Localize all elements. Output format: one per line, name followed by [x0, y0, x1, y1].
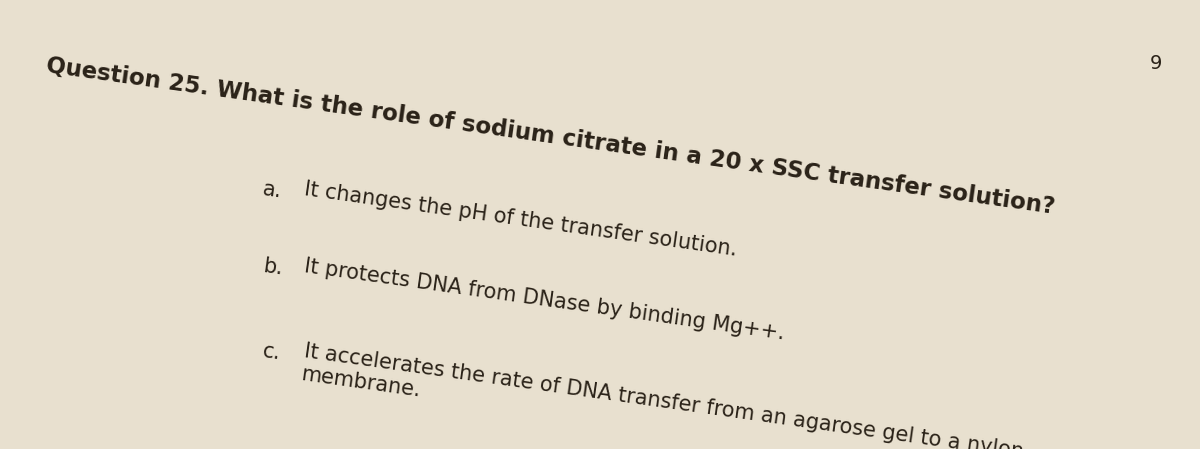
Text: a.: a.	[262, 180, 283, 202]
Text: It protects DNA from DNase by binding Mg++.: It protects DNA from DNase by binding Mg…	[304, 256, 786, 343]
Text: c.: c.	[262, 341, 282, 364]
Text: 9: 9	[1150, 54, 1162, 73]
Text: It changes the pH of the transfer solution.: It changes the pH of the transfer soluti…	[304, 180, 738, 260]
Text: It accelerates the rate of DNA transfer from an agarose gel to a nylon
membrane.: It accelerates the rate of DNA transfer …	[300, 341, 1025, 449]
Text: Question 25. What is the role of sodium citrate in a 20 x SSC transfer solution?: Question 25. What is the role of sodium …	[44, 54, 1056, 218]
Text: b.: b.	[262, 256, 283, 278]
